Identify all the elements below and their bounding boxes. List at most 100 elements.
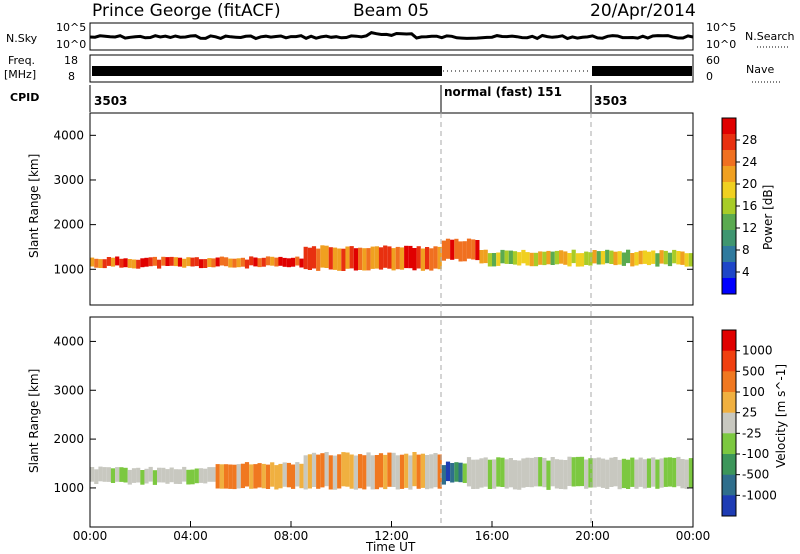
- velocity-panel-band-4-cell-18: [542, 458, 546, 487]
- power-panel-band-1-cell-30: [429, 248, 433, 270]
- power-panel-band-3-cell-29: [601, 251, 605, 264]
- velocity-panel-band-4-cell-34: [609, 458, 613, 487]
- velocity-panel-ytick-label-2: 3000: [53, 383, 84, 397]
- power-panel-band-3-cell-47: [676, 251, 680, 264]
- power-panel-band-3-cell-26: [588, 252, 592, 265]
- power-colorbar-swatch-5: [722, 198, 736, 215]
- power-panel-band-0-cell-28: [207, 258, 211, 267]
- power-panel-band-3-cell-33: [618, 251, 622, 264]
- velocity-colorbar: 1000 500 100 25 -25 -100 -500 -1000: [722, 330, 777, 517]
- power-panel-band-3-cell-21: [567, 253, 571, 266]
- freq-label: Freq.: [8, 54, 35, 67]
- velocity-panel-band-2-cell-6: [329, 455, 333, 489]
- power-panel-band-0-cell-45: [278, 257, 282, 266]
- power-panel-band-3-cell-8: [513, 251, 517, 264]
- power-panel-band-3-cell-40: [647, 252, 651, 265]
- power-panel-band-0-cell-14: [149, 257, 153, 266]
- power-panel-band-3-cell-13: [534, 253, 538, 266]
- velocity-panel-band-1-cell-4: [232, 465, 236, 489]
- velocity-panel-band-2-cell-24: [404, 454, 408, 488]
- velocity-panel-band-3-cell-4: [459, 463, 463, 483]
- power-colorbar-swatch-6: [722, 214, 736, 231]
- power-panel-band-3-cell-9: [517, 252, 521, 265]
- velocity-panel-band-1-cell-5: [237, 464, 241, 488]
- velocity-panel-band-4-cell-3: [479, 458, 483, 487]
- nsky-trace: [90, 33, 693, 39]
- power-panel-band-3-cell-15: [542, 252, 546, 265]
- velocity-panel-band-1-cell-2: [224, 464, 228, 488]
- power-panel-band-0-cell-41: [262, 258, 266, 267]
- power-panel-band-0-cell-25: [195, 257, 199, 266]
- x-tick-label-6: 00:00: [676, 529, 711, 543]
- velocity-panel-band-0-cell-20: [174, 469, 178, 484]
- velocity-panel-band-1-cell-12: [266, 465, 270, 489]
- power-colorbar-swatch-4: [722, 182, 736, 199]
- power-panel-band-0-cell-17: [161, 257, 165, 266]
- velocity-panel-ytick-label-3: 4000: [53, 334, 84, 348]
- power-panel-band-3-cell-17: [551, 252, 555, 265]
- velocity-panel-band-4-cell-8: [500, 458, 504, 487]
- velocity-panel-band-4-cell-41: [639, 458, 643, 487]
- power-panel-band-2-cell-5: [463, 241, 467, 261]
- velocity-panel-band-4-cell-27: [580, 457, 584, 486]
- power-panel-band-2-cell-6: [467, 239, 471, 259]
- power-panel-band-1-cell-19: [383, 246, 387, 268]
- power-panel-band-1-cell-18: [379, 247, 383, 269]
- power-panel-band-1-cell-13: [358, 248, 362, 270]
- velocity-panel-band-4-cell-10: [509, 458, 513, 487]
- power-colorbar-tick-label-1: 8: [742, 243, 750, 257]
- power-panel: [90, 239, 693, 271]
- power-panel-band-2-cell-1: [446, 239, 450, 259]
- velocity-panel-band-4-cell-7: [496, 457, 500, 486]
- velocity-panel-band-1-cell-3: [228, 465, 232, 489]
- velocity-colorbar-tick-label-4: -25: [742, 426, 762, 440]
- power-panel-band-2-cell-7: [471, 239, 475, 259]
- velocity-colorbar-swatch-7: [722, 475, 736, 496]
- power-panel-band-3-cell-49: [685, 253, 689, 266]
- velocity-panel-band-0-cell-5: [111, 468, 115, 483]
- power-panel-band-3-cell-1: [484, 250, 488, 263]
- power-panel-band-3-cell-30: [605, 250, 609, 263]
- velocity-panel-band-2-cell-4: [320, 453, 324, 487]
- velocity-panel-band-0-cell-9: [128, 470, 132, 485]
- power-panel-band-1-cell-16: [371, 247, 375, 269]
- power-colorbar-swatch-8: [722, 246, 736, 263]
- velocity-panel-band-4-cell-49: [672, 458, 676, 487]
- velocity-panel-band-4-cell-1: [471, 460, 475, 489]
- velocity-panel-band-1-cell-20: [299, 464, 303, 488]
- power-panel-band-3-cell-22: [572, 250, 576, 263]
- velocity-colorbar-tick-label-7: -1000: [742, 488, 777, 502]
- velocity-panel-band-2-cell-11: [350, 455, 354, 489]
- velocity-panel-band-4-cell-0: [467, 457, 471, 486]
- power-colorbar-label: Power [dB]: [761, 185, 775, 250]
- velocity-panel-band-0-cell-29: [211, 467, 215, 482]
- velocity-panel-band-2-cell-1: [308, 454, 312, 488]
- velocity-colorbar-swatch-3: [722, 392, 736, 413]
- power-panel-band-1-cell-5: [325, 246, 329, 268]
- power-panel-band-0-cell-6: [115, 257, 119, 266]
- velocity-panel-band-4-cell-29: [588, 458, 592, 487]
- power-panel-band-3-cell-45: [668, 253, 672, 266]
- velocity-panel: [90, 452, 693, 490]
- power-panel-band-1-cell-22: [396, 247, 400, 269]
- power-colorbar-tick-label-6: 28: [742, 133, 757, 147]
- velocity-panel-band-2-cell-18: [379, 453, 383, 487]
- power-panel-band-0-cell-26: [199, 259, 203, 268]
- power-panel-band-0-cell-34: [232, 259, 236, 268]
- velocity-panel-band-4-cell-12: [517, 461, 521, 490]
- power-panel-band-0-cell-32: [224, 257, 228, 266]
- velocity-panel-band-0-cell-10: [132, 468, 136, 483]
- power-panel-band-1-cell-26: [412, 248, 416, 270]
- velocity-panel-band-1-cell-6: [241, 464, 245, 488]
- power-colorbar-swatch-9: [722, 262, 736, 279]
- power-panel-band-0-cell-11: [136, 260, 140, 269]
- velocity-panel-band-3-cell-5: [463, 464, 467, 484]
- power-panel-band-3-cell-11: [526, 252, 530, 265]
- power-panel-band-0-cell-7: [119, 259, 123, 268]
- power-colorbar-tick-label-0: 4: [742, 265, 750, 279]
- velocity-panel-band-4-cell-43: [647, 459, 651, 488]
- velocity-panel-ytick-label-1: 2000: [53, 432, 84, 446]
- velocity-panel-band-4-cell-40: [634, 460, 638, 489]
- power-panel-band-0-cell-0: [90, 258, 94, 267]
- date-label: 20/Apr/2014: [590, 1, 696, 21]
